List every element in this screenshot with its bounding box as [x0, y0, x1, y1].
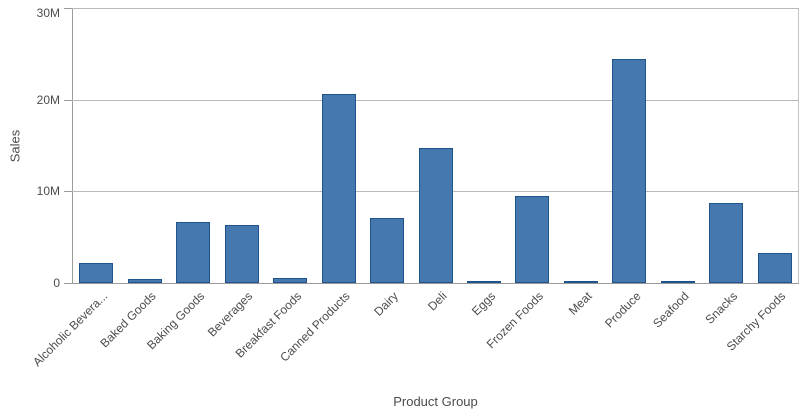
bar[interactable]: [225, 225, 259, 283]
gridline: [72, 100, 799, 101]
x-axis-label[interactable]: Beverages: [205, 289, 256, 340]
y-axis-tick-mark: [64, 191, 72, 192]
bar[interactable]: [564, 281, 598, 283]
x-axis-label[interactable]: Alcoholic Bevera...: [29, 289, 111, 370]
x-axis-label[interactable]: Dairy: [371, 289, 401, 319]
bar[interactable]: [661, 281, 695, 283]
plot-border-right: [798, 8, 799, 283]
bar[interactable]: [370, 218, 404, 283]
bar[interactable]: [79, 263, 113, 283]
bar[interactable]: [128, 279, 162, 283]
y-axis-tick-mark: [64, 100, 72, 101]
y-axis-tick-label: 30M: [36, 6, 60, 20]
y-axis-tick-mark: [64, 283, 72, 284]
y-axis-tick-label: 10M: [36, 184, 60, 198]
y-axis-tick-label: 20M: [36, 93, 60, 107]
bar[interactable]: [709, 203, 743, 283]
gridline: [72, 8, 799, 9]
bar[interactable]: [758, 253, 792, 283]
y-axis-tick-label: 0: [53, 276, 60, 290]
y-axis-line: [72, 8, 73, 283]
x-axis-label[interactable]: Produce: [601, 289, 644, 331]
bar[interactable]: [322, 94, 356, 283]
bar[interactable]: [419, 148, 453, 283]
x-axis-line: [72, 283, 799, 284]
bar[interactable]: [467, 281, 501, 283]
x-axis-label[interactable]: Eggs: [468, 289, 498, 319]
bar[interactable]: [612, 59, 646, 283]
x-axis-label[interactable]: Meat: [566, 289, 595, 318]
y-axis-title: Sales: [7, 129, 23, 163]
x-axis-title: Product Group: [393, 394, 478, 409]
x-axis-label[interactable]: Deli: [424, 289, 450, 314]
x-axis-label[interactable]: Seafood: [650, 289, 692, 331]
bar[interactable]: [176, 222, 210, 283]
x-axis-label[interactable]: Snacks: [702, 289, 741, 327]
bar[interactable]: [515, 196, 549, 283]
bar[interactable]: [273, 278, 307, 283]
y-axis-tick-mark: [64, 8, 72, 9]
